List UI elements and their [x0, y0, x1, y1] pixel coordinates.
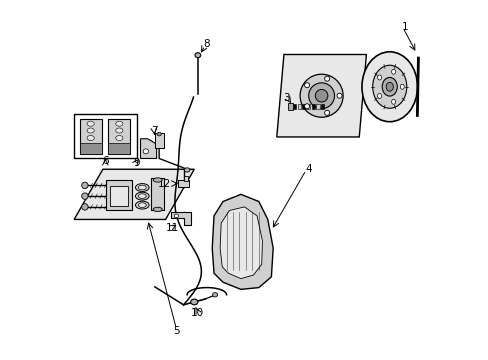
Text: 5: 5: [173, 326, 179, 336]
Bar: [80, 119, 102, 154]
Text: 6: 6: [102, 156, 108, 166]
Ellipse shape: [372, 65, 406, 108]
Ellipse shape: [336, 93, 341, 98]
Ellipse shape: [386, 82, 392, 91]
Ellipse shape: [308, 83, 334, 109]
Ellipse shape: [157, 132, 161, 136]
Ellipse shape: [116, 128, 122, 133]
Ellipse shape: [377, 94, 381, 99]
Ellipse shape: [190, 299, 198, 305]
Ellipse shape: [315, 89, 327, 102]
Text: 3: 3: [283, 93, 289, 103]
Ellipse shape: [304, 83, 309, 88]
Ellipse shape: [324, 76, 329, 81]
Ellipse shape: [135, 192, 149, 200]
Text: 4: 4: [305, 164, 312, 174]
Ellipse shape: [361, 52, 417, 122]
Polygon shape: [74, 169, 194, 220]
Bar: [155, 134, 163, 148]
Ellipse shape: [324, 110, 329, 115]
Text: 2: 2: [373, 84, 380, 94]
Bar: [316, 104, 319, 109]
Ellipse shape: [304, 104, 309, 109]
Bar: [292, 104, 296, 109]
Ellipse shape: [116, 121, 122, 126]
Bar: [297, 104, 301, 109]
Ellipse shape: [143, 149, 148, 154]
Ellipse shape: [81, 204, 88, 210]
Text: 7: 7: [150, 126, 157, 135]
Ellipse shape: [300, 74, 343, 117]
Text: 8: 8: [203, 40, 209, 49]
Ellipse shape: [135, 201, 149, 209]
Ellipse shape: [174, 214, 178, 218]
Ellipse shape: [138, 185, 146, 190]
Ellipse shape: [87, 128, 94, 133]
Polygon shape: [106, 180, 131, 211]
Ellipse shape: [138, 203, 146, 207]
Ellipse shape: [153, 178, 162, 182]
Text: 10: 10: [190, 308, 203, 318]
Bar: [302, 104, 305, 109]
Text: 9: 9: [133, 158, 139, 168]
Bar: [320, 104, 324, 109]
Ellipse shape: [87, 121, 94, 126]
Text: 11: 11: [165, 224, 178, 233]
Ellipse shape: [400, 84, 404, 89]
Bar: [287, 103, 293, 110]
Polygon shape: [220, 207, 262, 279]
Ellipse shape: [135, 184, 149, 192]
Ellipse shape: [116, 135, 122, 140]
Bar: [108, 143, 130, 154]
Bar: [80, 143, 102, 154]
Bar: [184, 176, 187, 181]
Ellipse shape: [87, 135, 94, 140]
Bar: [306, 104, 310, 109]
Polygon shape: [140, 139, 156, 158]
Polygon shape: [178, 180, 188, 187]
Ellipse shape: [212, 293, 217, 297]
Polygon shape: [276, 54, 366, 137]
Text: 12: 12: [158, 179, 171, 189]
Bar: [311, 104, 314, 109]
Bar: [108, 119, 130, 154]
Ellipse shape: [138, 194, 146, 198]
Bar: [110, 186, 128, 206]
Polygon shape: [171, 212, 190, 225]
Ellipse shape: [377, 75, 381, 80]
Text: 1: 1: [401, 22, 407, 32]
Polygon shape: [212, 194, 273, 289]
Ellipse shape: [81, 182, 88, 189]
Ellipse shape: [153, 207, 162, 212]
Ellipse shape: [81, 193, 88, 199]
Ellipse shape: [184, 168, 190, 172]
Ellipse shape: [382, 77, 396, 96]
Polygon shape: [151, 178, 163, 211]
Ellipse shape: [391, 69, 395, 74]
Ellipse shape: [195, 53, 201, 58]
Ellipse shape: [391, 99, 395, 104]
Bar: [74, 114, 137, 158]
